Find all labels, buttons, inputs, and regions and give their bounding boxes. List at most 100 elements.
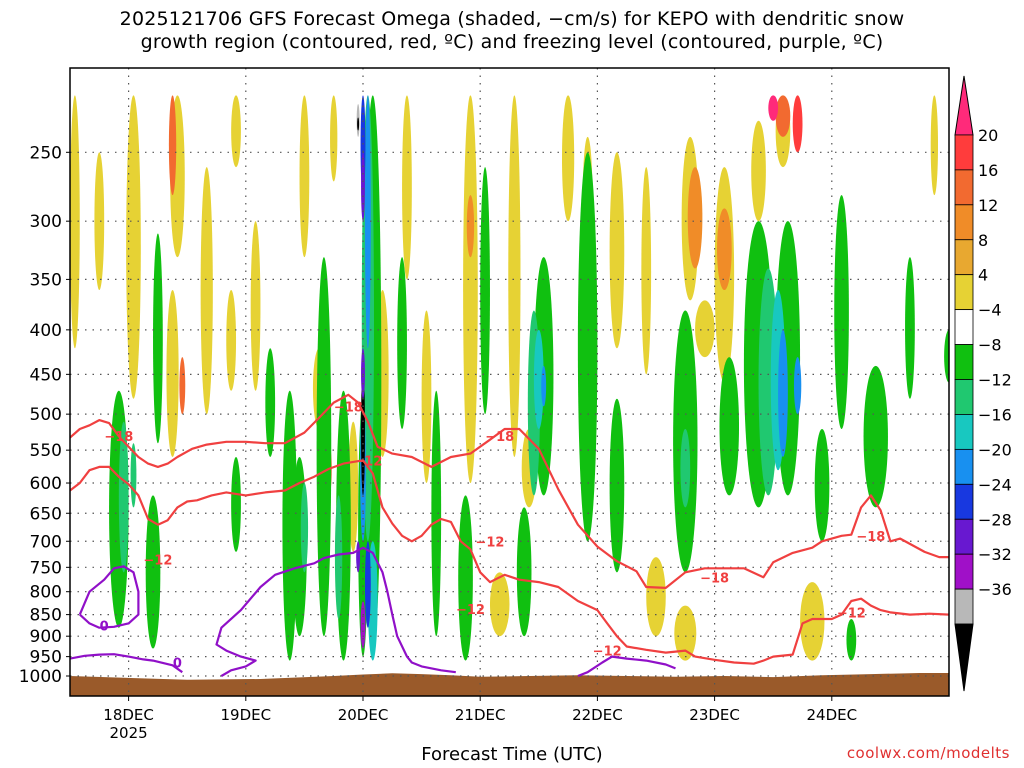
freezing-level-contour: [70, 653, 183, 674]
colorbar-swatch: [954, 414, 974, 450]
colorbar-swatch: [954, 483, 974, 520]
chart-title-line2: growth region (contoured, red, ºC) and f…: [140, 31, 884, 53]
colorbar-swatch: [954, 274, 974, 311]
contour-label-minus12: −12: [143, 554, 172, 569]
freezing-level-contour: [577, 655, 676, 678]
omega-shade: [814, 428, 830, 542]
y-tick-label: 800: [30, 583, 62, 603]
contour-label-minus18: −18: [334, 401, 363, 416]
omega-shade: [775, 95, 791, 137]
omega-shade: [265, 348, 276, 457]
colorbar-label: −28: [978, 510, 1012, 529]
contour-label-minus18: −18: [485, 430, 514, 445]
omega-shade: [800, 582, 825, 661]
omega-shade: [489, 572, 510, 637]
colorbar-swatch: [954, 309, 974, 345]
colorbar-label: −8: [978, 336, 1002, 355]
omega-shade: [846, 619, 857, 661]
omega-shade: [641, 167, 652, 375]
omega-shade: [357, 117, 360, 131]
omega-shade: [719, 357, 740, 496]
colorbar: 20 16 12 8 4 −4 −8 −12 −16 −20 −24 −28 −32 −36: [954, 75, 1012, 692]
omega-shade: [334, 495, 343, 620]
colorbar-label: −32: [978, 545, 1012, 564]
colorbar-label: −24: [978, 475, 1012, 494]
omega-shade: [674, 605, 697, 661]
colorbar-swatch: [954, 239, 974, 276]
omega-shade: [930, 95, 939, 196]
omega-shade: [751, 120, 766, 222]
colorbar-bottom-arrow: [954, 623, 974, 692]
colorbar-swatch: [954, 134, 974, 171]
omega-shade: [609, 152, 625, 349]
colorbar-label: 12: [978, 196, 998, 215]
contour-label-zero: 0: [100, 620, 109, 635]
dgz-contour-minus18: [70, 393, 949, 590]
contour-label-zero: 0: [173, 657, 182, 672]
omega-shade: [793, 357, 802, 415]
freezing-level-contour: [78, 565, 140, 629]
contour-label-minus12: −12: [456, 603, 485, 618]
y-tick-label: 850: [30, 606, 62, 626]
x-tick-label: 23DEC: [689, 706, 740, 724]
x-tick-label: 20DEC: [338, 706, 389, 724]
x-axis-title: Forecast Time (UTC): [421, 744, 603, 765]
contour-label-minus18: −18: [700, 571, 729, 586]
contours-layer: −18 −18 −18 −18 −18 −12 −12 −12 −12 −12 −12 0 0: [70, 393, 949, 678]
contour-label-minus12: −12: [353, 454, 382, 469]
omega-shade: [480, 167, 490, 415]
colorbar-swatch: [954, 448, 974, 485]
colorbar-label: −36: [978, 580, 1012, 599]
y-tick-label: 350: [30, 270, 62, 290]
omega-shade: [834, 195, 849, 429]
omega-shade: [687, 167, 703, 269]
omega-shade: [778, 329, 788, 457]
colorbar-label: 4: [978, 266, 988, 285]
omega-shade: [863, 365, 888, 508]
dgz-contour-minus12: [70, 459, 949, 665]
colorbar-swatch: [954, 518, 974, 555]
y-tick-label: 750: [30, 558, 62, 578]
colorbar-swatch: [954, 344, 974, 380]
y-tick-label: 250: [30, 143, 62, 163]
omega-shade: [299, 95, 310, 258]
omega-shade: [179, 357, 186, 415]
y-tick-label: 400: [30, 321, 62, 341]
contour-label-minus12: −12: [593, 645, 622, 660]
omega-shade: [168, 95, 177, 196]
colorbar-swatch: [954, 588, 974, 625]
omega-shade: [226, 290, 237, 391]
omega-shade: [541, 365, 547, 407]
colorbar-top-arrow: [955, 76, 973, 135]
omega-shade: [250, 221, 261, 391]
freezing-level-contour: [215, 546, 456, 677]
plot-frame: [69, 67, 950, 697]
y-tick-label: 650: [30, 504, 62, 524]
contour-label-minus18: −18: [856, 530, 885, 545]
y-tick-label: 1000: [19, 667, 62, 687]
colorbar-swatch: [954, 553, 974, 590]
colorbar-label: −4: [978, 301, 1002, 320]
x-tick-label: 22DEC: [572, 706, 623, 724]
colorbar-label: −16: [978, 405, 1012, 424]
x-tick-sublabel: 2025: [110, 724, 148, 742]
omega-shade: [364, 541, 371, 628]
omega-shade: [360, 601, 366, 649]
terrain-fill: [70, 673, 949, 696]
colorbar-swatch: [954, 169, 974, 206]
y-tick-label: 950: [30, 648, 62, 668]
colorbar-swatch: [954, 379, 974, 415]
omega-shade: [458, 495, 473, 661]
y-tick-label: 600: [30, 474, 62, 494]
omega-shade: [905, 257, 915, 399]
colorbar-label: −12: [978, 371, 1012, 390]
omega-shade: [463, 95, 478, 484]
omega-shade: [361, 152, 365, 222]
omega-shade: [646, 557, 666, 637]
omega-shade: [466, 195, 475, 258]
omega-shade: [508, 95, 521, 457]
omega-shade: [200, 167, 213, 415]
x-tick-label: 21DEC: [455, 706, 506, 724]
